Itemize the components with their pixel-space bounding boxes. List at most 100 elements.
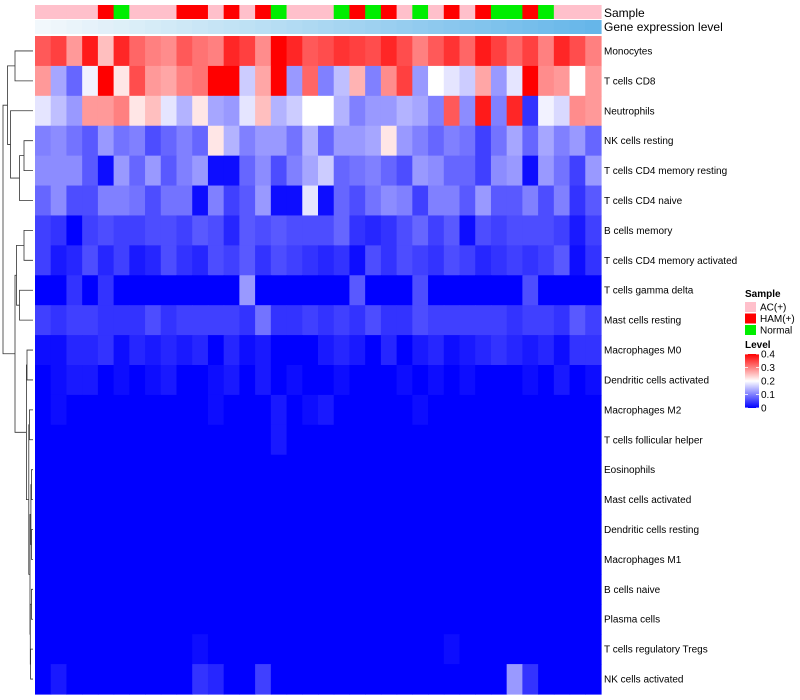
heatmap-cell xyxy=(145,155,162,187)
heatmap-cell xyxy=(349,484,366,516)
heatmap-cell xyxy=(333,335,351,366)
heatmap-cell xyxy=(192,394,209,426)
expression-annotation-cell xyxy=(286,20,303,34)
heatmap-cell xyxy=(35,604,52,635)
heatmap-cell xyxy=(349,634,366,665)
dendrogram-branch xyxy=(31,529,33,560)
heatmap-cell xyxy=(365,544,382,575)
heatmap-cell xyxy=(82,574,99,605)
heatmap-cell xyxy=(207,574,225,605)
heatmap-cell xyxy=(66,514,83,546)
heatmap-cell xyxy=(365,484,382,516)
heatmap-cell xyxy=(270,245,288,276)
heatmap-cell xyxy=(428,36,445,67)
heatmap-cell xyxy=(255,604,272,635)
heatmap-cell xyxy=(443,245,461,276)
heatmap-cell xyxy=(428,544,445,575)
heatmap-cell xyxy=(286,65,303,97)
heatmap-cell xyxy=(113,604,130,635)
heatmap-cell xyxy=(522,215,539,246)
heatmap-cell xyxy=(443,604,461,635)
heatmap-cell xyxy=(569,95,586,127)
row-label: Macrophages M1 xyxy=(604,555,682,566)
heatmap-cell xyxy=(66,454,83,486)
heatmap-cell xyxy=(318,484,335,516)
heatmap-cell xyxy=(239,275,256,306)
heatmap-cell xyxy=(129,484,146,516)
heatmap-cell xyxy=(506,65,523,97)
heatmap-cell xyxy=(365,185,382,217)
heatmap-cell xyxy=(506,574,523,605)
heatmap-cell xyxy=(318,95,335,127)
heatmap-cell xyxy=(490,155,508,187)
heatmap-cell xyxy=(349,394,366,426)
heatmap-cell xyxy=(522,664,539,695)
heatmap-cell xyxy=(333,604,351,635)
heatmap-cell xyxy=(538,514,555,546)
heatmap-cell xyxy=(553,245,571,276)
sample-annotation-cell xyxy=(443,5,461,19)
heatmap-cell xyxy=(349,544,366,575)
heatmap-cell xyxy=(270,424,288,456)
sample-annotation-cell xyxy=(82,5,99,19)
heatmap-cell xyxy=(490,394,508,426)
expression-annotation-cell xyxy=(145,20,162,34)
heatmap-cell xyxy=(207,215,225,246)
heatmap-cell xyxy=(506,185,523,217)
heatmap-cell xyxy=(428,484,445,516)
dendrogram-branch xyxy=(16,244,24,306)
heatmap-cell xyxy=(35,155,52,187)
heatmap-cell xyxy=(333,634,351,665)
heatmap-cell xyxy=(82,604,99,635)
heatmap-cell xyxy=(459,335,476,366)
heatmap-cell xyxy=(176,544,193,575)
heatmap-cell xyxy=(207,544,225,575)
heatmap-cell xyxy=(302,574,319,605)
heatmap-cell xyxy=(207,65,225,97)
heatmap-cell xyxy=(553,604,571,635)
heatmap-cell xyxy=(365,125,382,157)
heatmap-cell xyxy=(396,155,413,187)
expression-annotation-cell xyxy=(585,20,602,34)
heatmap-cell xyxy=(176,36,193,67)
heatmap-cell xyxy=(522,365,539,396)
heatmap-cell xyxy=(82,65,99,97)
heatmap-cell xyxy=(459,664,476,695)
heatmap-cell xyxy=(349,574,366,605)
heatmap-cell xyxy=(475,245,492,276)
heatmap-cell xyxy=(428,215,445,246)
heatmap-cell xyxy=(553,514,571,546)
heatmap-cell xyxy=(176,664,193,695)
heatmap-cell xyxy=(82,125,99,157)
heatmap-cell xyxy=(129,245,146,276)
heatmap-cell xyxy=(349,245,366,276)
heatmap-cell xyxy=(129,365,146,396)
heatmap-cell xyxy=(522,454,539,486)
heatmap-cell xyxy=(412,454,429,486)
heatmap-cell xyxy=(192,604,209,635)
heatmap-cell xyxy=(66,574,83,605)
row-label: Monocytes xyxy=(604,46,652,57)
sample-annotation-cell xyxy=(538,5,555,19)
heatmap-cell xyxy=(585,305,602,336)
heatmap-cell xyxy=(522,36,539,67)
heatmap-cell xyxy=(207,634,225,665)
heatmap-cell xyxy=(365,514,382,546)
heatmap-cell xyxy=(239,155,256,187)
heatmap-cell xyxy=(569,335,586,366)
heatmap-cell xyxy=(145,125,162,157)
heatmap-cell xyxy=(428,394,445,426)
heatmap-cell xyxy=(569,155,586,187)
heatmap-cell xyxy=(318,36,335,67)
heatmap-cell xyxy=(585,394,602,426)
heatmap-cell xyxy=(302,155,319,187)
heatmap-cell xyxy=(192,275,209,306)
heatmap-cell xyxy=(302,424,319,456)
heatmap-cell xyxy=(35,335,52,366)
heatmap-cell xyxy=(475,484,492,516)
heatmap-cell xyxy=(428,125,445,157)
row-label: T cells regulatory Tregs xyxy=(604,645,708,656)
heatmap-cell xyxy=(349,275,366,306)
heatmap-cell xyxy=(145,394,162,426)
heatmap-cell xyxy=(349,65,366,97)
